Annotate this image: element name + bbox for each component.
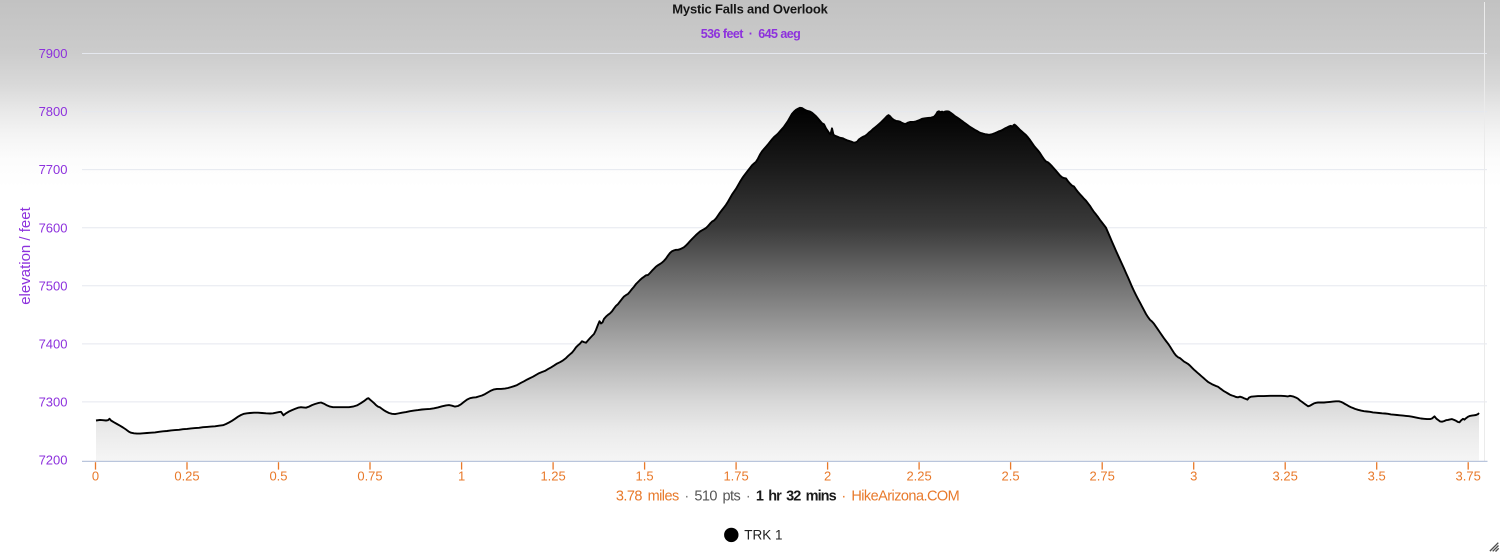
svg-text:1.25: 1.25 <box>540 469 565 484</box>
svg-text:3: 3 <box>1190 469 1197 484</box>
svg-text:7300: 7300 <box>39 395 68 410</box>
svg-text:2: 2 <box>824 469 831 484</box>
svg-text:1: 1 <box>458 469 465 484</box>
svg-text:Mystic Falls and Overlook: Mystic Falls and Overlook <box>672 1 828 16</box>
svg-text:7600: 7600 <box>39 220 68 235</box>
svg-text:2.5: 2.5 <box>1002 469 1020 484</box>
svg-text:0.5: 0.5 <box>269 469 287 484</box>
svg-text:TRK 1: TRK 1 <box>744 528 782 543</box>
svg-text:7800: 7800 <box>39 104 68 119</box>
svg-text:7900: 7900 <box>39 46 68 61</box>
svg-text:2.25: 2.25 <box>906 469 931 484</box>
svg-text:3.25: 3.25 <box>1273 469 1298 484</box>
svg-text:0.75: 0.75 <box>357 469 382 484</box>
svg-text:7400: 7400 <box>39 337 68 352</box>
svg-text:0: 0 <box>92 469 99 484</box>
svg-text:7200: 7200 <box>39 453 68 468</box>
svg-text:7500: 7500 <box>39 278 68 293</box>
svg-text:1.75: 1.75 <box>723 469 748 484</box>
svg-text:536 feet · 645 aeg: 536 feet · 645 aeg <box>701 27 800 41</box>
svg-text:3.5: 3.5 <box>1368 469 1386 484</box>
svg-text:1.5: 1.5 <box>636 469 654 484</box>
svg-text:0.25: 0.25 <box>174 469 199 484</box>
svg-text:7700: 7700 <box>39 162 68 177</box>
svg-text:3.78 miles · 510 pts · 1 hr 32: 3.78 miles · 510 pts · 1 hr 32 mins · Hi… <box>616 489 959 505</box>
svg-text:3.75: 3.75 <box>1456 469 1481 484</box>
svg-text:elevation / feet: elevation / feet <box>17 206 34 304</box>
svg-text:2.75: 2.75 <box>1090 469 1115 484</box>
